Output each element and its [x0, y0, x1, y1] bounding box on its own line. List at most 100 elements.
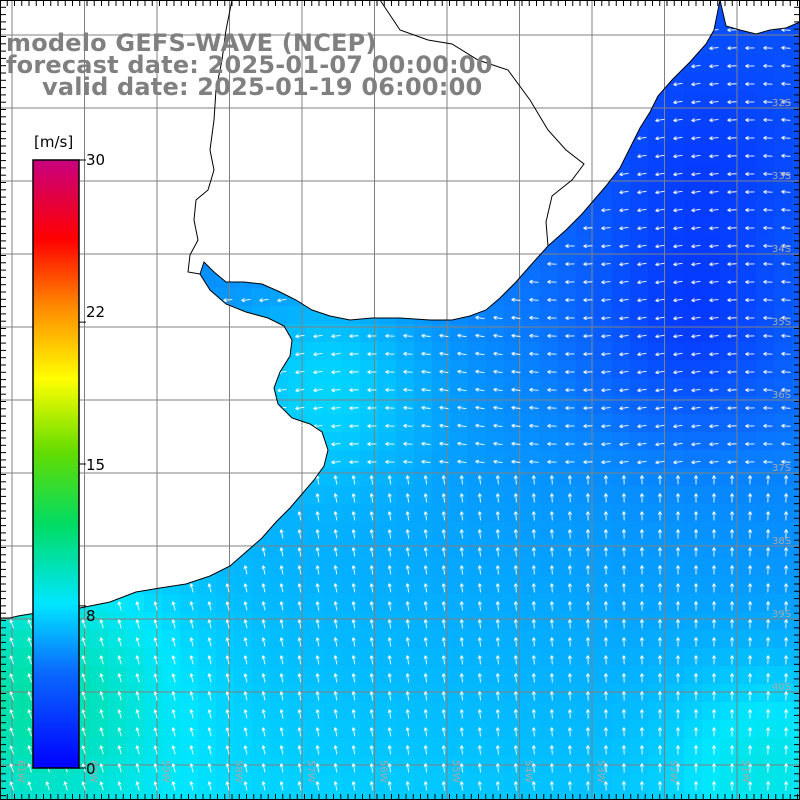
field-cell — [414, 792, 433, 800]
field-cell — [558, 504, 577, 523]
field-cell — [756, 576, 775, 595]
field-cell — [684, 162, 703, 181]
field-cell — [720, 378, 739, 397]
field-cell — [558, 558, 577, 577]
wind-arrow — [619, 172, 629, 177]
field-cell — [522, 396, 541, 415]
field-cell — [666, 216, 685, 235]
wind-arrow — [637, 262, 647, 267]
wind-arrow — [763, 261, 773, 267]
field-cell — [144, 594, 163, 613]
wind-arrow — [331, 334, 341, 339]
field-cell — [342, 738, 361, 757]
field-cell — [558, 270, 577, 289]
field-cell — [216, 630, 235, 649]
wind-arrow — [637, 136, 647, 141]
field-cell — [522, 306, 541, 325]
wind-arrow — [691, 118, 701, 123]
field-cell — [504, 612, 523, 631]
field-cell — [306, 594, 325, 613]
field-cell — [252, 612, 271, 631]
field-cell — [558, 612, 577, 631]
field-cell — [234, 720, 253, 739]
field-cell — [414, 648, 433, 667]
field-cell — [792, 216, 800, 235]
field-cell — [720, 504, 739, 523]
wind-arrow — [331, 388, 341, 393]
wind-arrow — [763, 63, 773, 69]
field-cell — [756, 342, 775, 361]
field-cell — [720, 216, 739, 235]
field-cell — [432, 414, 451, 433]
field-cell — [630, 270, 649, 289]
field-cell — [594, 270, 613, 289]
field-cell — [378, 594, 397, 613]
field-cell — [612, 378, 631, 397]
field-cell — [684, 594, 703, 613]
field-cell — [774, 90, 793, 109]
field-cell — [666, 396, 685, 415]
field-cell — [774, 684, 793, 703]
field-cell — [396, 360, 415, 379]
wind-arrow — [673, 172, 683, 177]
wind-arrow — [745, 27, 755, 33]
field-cell — [738, 180, 757, 199]
wind-arrow — [601, 370, 611, 375]
field-cell — [270, 522, 289, 541]
field-cell — [468, 360, 487, 379]
wind-arrow — [727, 10, 737, 15]
field-cell — [630, 738, 649, 757]
wind-arrow — [385, 405, 395, 411]
field-cell — [324, 774, 343, 793]
wind-arrow — [655, 316, 665, 321]
field-cell — [522, 324, 541, 343]
wind-arrow — [655, 244, 665, 249]
field-cell — [0, 774, 19, 793]
field-cell — [324, 522, 343, 541]
field-cell — [468, 576, 487, 595]
field-cell — [756, 126, 775, 145]
field-cell — [450, 360, 469, 379]
field-cell — [738, 270, 757, 289]
wind-arrow — [385, 369, 395, 375]
wind-arrow — [709, 262, 719, 267]
field-cell — [594, 774, 613, 793]
wind-arrow — [619, 406, 629, 411]
field-cell — [450, 648, 469, 667]
field-cell — [378, 630, 397, 649]
wind-arrow — [547, 441, 557, 447]
field-cell — [756, 702, 775, 721]
field-cell — [486, 684, 505, 703]
field-cell — [378, 558, 397, 577]
field-cell — [378, 522, 397, 541]
field-cell — [558, 630, 577, 649]
field-cell — [720, 306, 739, 325]
wind-arrow — [745, 261, 755, 267]
field-cell — [396, 522, 415, 541]
field-cell — [558, 414, 577, 433]
field-cell — [486, 450, 505, 469]
wind-arrow — [745, 99, 755, 105]
field-cell — [576, 324, 595, 343]
field-cell — [756, 180, 775, 199]
wind-arrow — [349, 388, 359, 393]
field-cell — [486, 612, 505, 631]
wind-arrow — [583, 262, 593, 267]
field-cell — [342, 396, 361, 415]
field-cell — [684, 90, 703, 109]
wind-arrow — [259, 298, 269, 303]
wind-arrow — [565, 423, 575, 429]
field-cell — [450, 324, 469, 343]
field-cell — [702, 324, 721, 343]
lat-label: 39S — [772, 609, 791, 620]
wind-arrow — [511, 333, 521, 338]
field-cell — [576, 630, 595, 649]
field-cell — [612, 486, 631, 505]
field-cell — [684, 252, 703, 271]
wind-arrow — [475, 315, 485, 320]
field-cell — [144, 666, 163, 685]
field-cell — [486, 324, 505, 343]
wind-arrow — [295, 388, 305, 393]
wind-arrow — [619, 244, 629, 249]
field-cell — [342, 540, 361, 559]
